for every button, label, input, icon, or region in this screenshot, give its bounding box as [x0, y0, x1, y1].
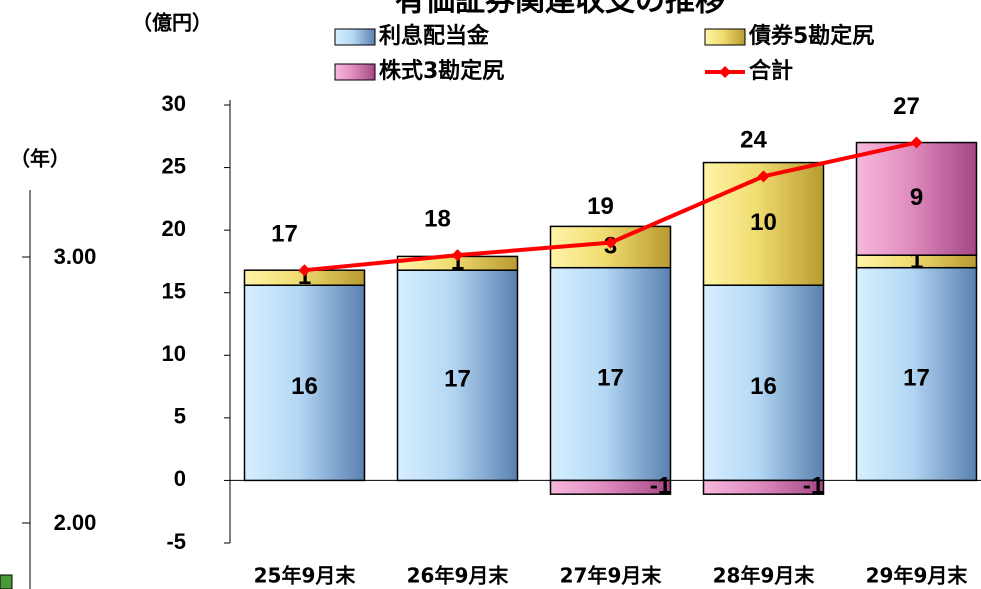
legend-label: 合計 — [749, 58, 793, 84]
line-label: 24 — [740, 127, 767, 154]
data-label: 16 — [750, 373, 777, 400]
data-label: 16 — [291, 373, 318, 400]
bar-segment — [702, 479, 825, 495]
legend-marker — [719, 66, 731, 78]
data-label: 17 — [903, 364, 930, 391]
bar-segment — [855, 141, 978, 256]
line-label: 18 — [424, 206, 451, 233]
bar-segment — [396, 269, 519, 482]
data-label: 17 — [444, 366, 471, 393]
data-label: -1 — [803, 473, 824, 500]
left-axis-unit: （年） — [10, 147, 70, 171]
y-tick-label: 10 — [162, 341, 186, 366]
y-tick-label: 0 — [174, 466, 186, 491]
bar-segment — [549, 479, 672, 495]
bar-segment — [702, 161, 825, 286]
legend-label: 株式3勘定尻 — [379, 58, 504, 84]
y-tick-label: 25 — [162, 153, 186, 178]
bar-segment — [549, 266, 672, 482]
line-label: 19 — [587, 193, 614, 220]
line-marker — [910, 136, 923, 149]
legend-fragment — [0, 574, 13, 589]
line-label: 27 — [893, 93, 920, 120]
bar-segment — [855, 266, 978, 482]
x-tick-label: 28年9月末 — [713, 564, 816, 588]
legend-swatch — [334, 63, 376, 81]
legend-swatch — [704, 28, 746, 46]
x-tick-label: 25年9月末 — [254, 564, 357, 588]
legend-label: 債券5勘定尻 — [748, 23, 874, 49]
y-tick-label: 15 — [162, 279, 186, 304]
legend-label: 利息配当金 — [379, 23, 490, 49]
x-tick-label: 27年9月末 — [560, 564, 663, 588]
line-marker — [451, 249, 464, 262]
data-label: 17 — [597, 364, 624, 391]
line-marker — [298, 264, 311, 277]
chart-title: 有価証券関連収支の推移 — [395, 0, 725, 19]
left-axis-label: 3.00 — [54, 244, 97, 269]
y-unit: （億円） — [132, 11, 212, 35]
x-tick-label: 29年9月末 — [866, 564, 969, 588]
left-axis-label: 2.00 — [54, 510, 97, 535]
data-label: 10 — [750, 209, 777, 236]
bar-segment — [243, 284, 366, 482]
line-label: 17 — [271, 221, 298, 248]
y-tick-label: 20 — [162, 216, 186, 241]
bar-segment — [702, 284, 825, 482]
legend-swatch — [334, 28, 376, 46]
line-marker — [604, 236, 617, 249]
y-tick-label: 5 — [174, 404, 186, 429]
data-label: 9 — [910, 184, 923, 211]
data-label: -1 — [650, 473, 671, 500]
x-tick-label: 26年9月末 — [407, 564, 510, 588]
y-tick-label: 30 — [162, 91, 186, 116]
y-tick-label: -5 — [166, 529, 186, 554]
line-marker — [757, 170, 770, 183]
